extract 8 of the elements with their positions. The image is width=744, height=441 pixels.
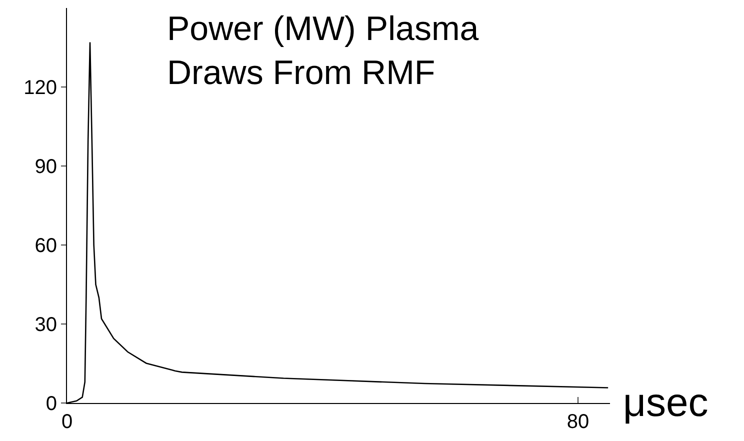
- y-tick-label: 90: [34, 156, 57, 178]
- x-axis-title: μsec: [623, 381, 708, 425]
- y-tick-label: 30: [34, 314, 57, 336]
- text: Power (MW) Plasma Draws From RMF: [167, 10, 479, 92]
- x-tick-label: 80: [566, 411, 590, 433]
- y-tick-label: 60: [34, 235, 57, 257]
- y-tick-label: 120: [24, 77, 57, 99]
- y-tick-label: 0: [46, 393, 57, 415]
